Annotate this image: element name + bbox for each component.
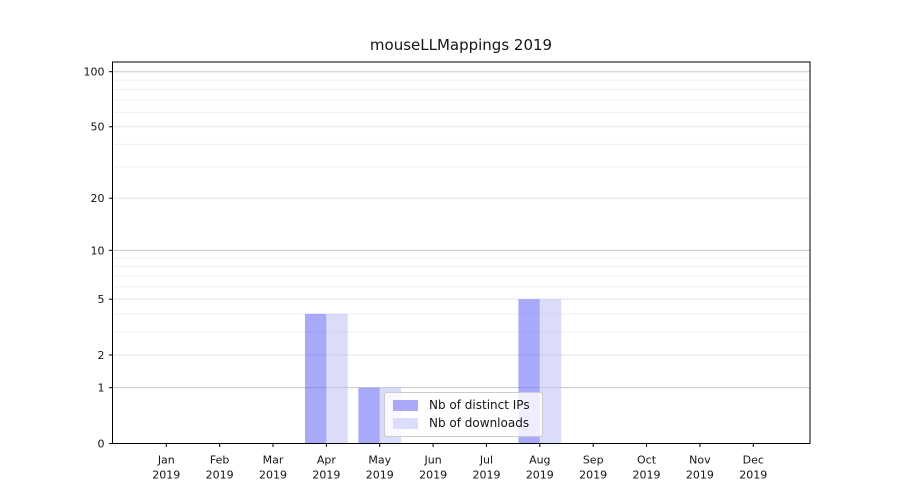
legend: Nb of distinct IPs Nb of downloads [384,392,543,438]
x-tick-label: Jul 2019 [472,454,500,482]
y-tick-label: 10 [91,244,105,257]
bar-distinct-ips-may [358,387,380,444]
x-tick-label: Mar 2019 [259,454,287,482]
y-tick-label: 2 [98,349,105,362]
y-tick-label: 1 [98,382,105,395]
legend-swatch-downloads [393,418,418,430]
x-tick-label: May 2019 [366,454,394,482]
legend-item-downloads: Nb of downloads [393,416,534,431]
bar-downloads-aug [539,299,562,444]
y-tick-label: 5 [98,293,105,306]
plot-border [112,61,811,444]
x-tick-label: Jun 2019 [419,454,447,482]
x-tick-label: Aug 2019 [526,454,554,482]
x-tick-label: Nov 2019 [686,454,714,482]
x-tick-label: Jan 2019 [152,454,180,482]
legend-item-distinct-ips: Nb of distinct IPs [393,398,534,412]
y-tick-label: 50 [91,121,105,134]
y-tick-label: 20 [91,192,105,205]
y-tick-label: 0 [98,438,105,451]
x-tick-label: Oct 2019 [633,454,661,482]
x-tick-label: Apr 2019 [312,454,340,482]
y-tick-label: 100 [84,66,105,79]
bar-distinct-ips-apr [304,313,327,444]
legend-label-downloads: Nb of downloads [429,416,530,431]
legend-label-distinct-ips: Nb of distinct IPs [429,398,530,412]
chart-title: mouseLLMappings 2019 [369,36,553,54]
x-tick-label: Dec 2019 [739,454,767,482]
x-tick-label: Sep 2019 [579,454,607,482]
bar-downloads-apr [326,313,348,444]
legend-swatch-distinct-ips [393,400,418,412]
x-tick-label: Feb 2019 [206,454,234,482]
